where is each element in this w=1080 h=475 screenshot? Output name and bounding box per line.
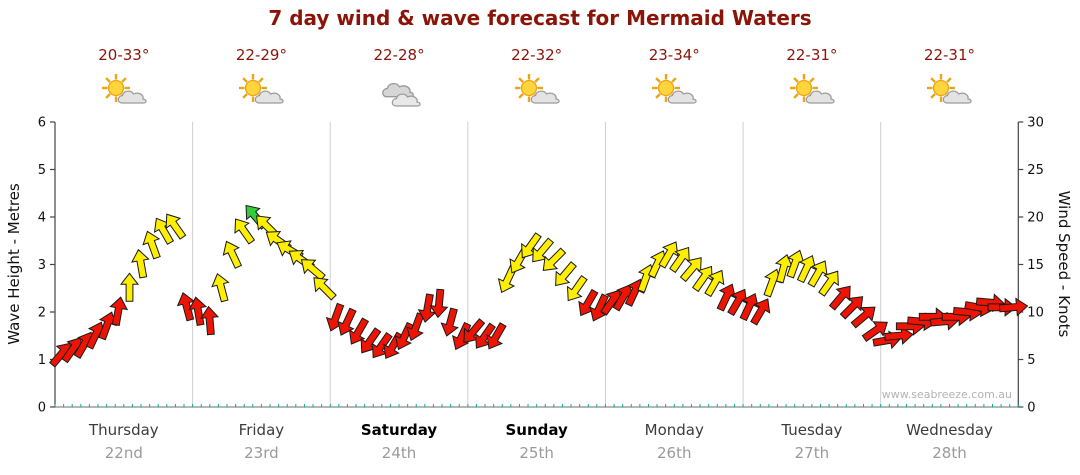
wind-arrow [348,317,370,345]
wind-arrow [360,327,382,354]
sun-cloud-icon [101,74,147,112]
wind-arrow [727,288,748,317]
wind-arrow [807,260,828,288]
chart-title: 7 day wind & wave forecast for Mermaid W… [268,6,812,30]
day-temp: 22-32° [511,46,563,64]
left-tick-label: 4 [38,211,46,226]
day-name: Monday [644,421,704,439]
day-name: Friday [238,421,285,439]
wind-arrow [211,273,230,303]
wind-arrow [739,292,759,322]
wind-arrow [998,297,1029,317]
wind-arrow [337,307,357,336]
day-temp: 22-29° [235,46,287,64]
wind-arrow [532,237,555,263]
right-tick-label: 0 [1027,401,1035,416]
wind-arrow [521,232,542,259]
right-tick-label: 10 [1027,306,1044,321]
day-date: 24th [381,444,417,462]
wind-arrow [440,307,459,337]
sun-cloud-icon [651,74,697,112]
wind-arrow [658,241,679,269]
day-name: Saturday [360,421,438,439]
wind-arrow [542,247,567,271]
wind-arrow [119,272,140,302]
wind-arrow [131,248,150,279]
day-date: 22nd [104,444,143,462]
day-date: 26th [657,444,692,462]
wind-arrow [704,269,725,298]
wind-arrow [463,318,486,344]
right-tick-label: 25 [1027,163,1044,178]
wind-arrow [200,305,219,336]
day-name: Thursday [88,421,159,439]
wind-arrow [429,288,449,319]
left-tick-label: 0 [38,401,46,416]
day-temp: 23-34° [648,46,700,64]
cloud-icon [376,74,422,112]
right-axis-label: Wind Speed - Knots [1055,190,1073,338]
day-temp: 20-33° [98,46,150,64]
wind-arrow [691,265,713,293]
wind-arrow [234,218,256,245]
wind-arrow [165,213,187,240]
wind-arrow [818,270,839,297]
wind-arrow [153,217,175,245]
left-tick-label: 1 [38,353,46,368]
wind-arrow [555,261,577,287]
wind-arrow [406,312,425,342]
wind-arrow [861,321,888,342]
wind-arrow [850,306,876,329]
sun-cloud-icon [514,74,560,112]
wind-arrow [679,257,702,283]
right-tick-label: 30 [1027,116,1044,131]
day-name: Wednesday [906,421,993,439]
wind-arrow [313,277,337,301]
left-axis-label: Wave Height - Metres [5,183,23,345]
wind-arrow [774,254,794,284]
day-name: Sunday [505,421,568,439]
day-date: 25th [519,444,554,462]
day-date: 27th [794,444,830,462]
wind-arrow [142,230,161,260]
wind-arrow [828,285,851,311]
right-tick-label: 15 [1027,258,1044,273]
wind-arrow [839,296,864,320]
wind-arrow [786,249,805,279]
wind-arrow [566,275,588,302]
wind-arrow [371,332,393,359]
sun-cloud-icon [926,74,973,112]
wind-arrow [417,293,437,323]
wind-arrow [109,296,129,326]
wind-arrow [589,293,609,322]
left-tick-label: 2 [38,306,46,321]
wind-arrow [669,246,690,274]
left-tick-label: 3 [38,258,46,273]
day-temp: 22-31° [786,46,838,64]
left-tick-label: 6 [38,116,46,131]
sun-cloud-icon [789,74,835,112]
watermark: www.seabreeze.com.au [881,388,1012,401]
right-tick-label: 20 [1027,211,1044,226]
wind-arrow [475,322,496,349]
wind-arrow [486,322,507,350]
wind-arrow [884,326,914,345]
right-tick-label: 5 [1027,353,1035,368]
left-tick-label: 5 [38,163,46,178]
wind-arrow [716,283,737,312]
sun-cloud-icon [238,74,285,112]
day-temp: 22-31° [923,46,976,64]
wind-arrow [222,240,243,269]
wind-arrow [176,292,196,322]
day-date: 23rd [244,444,279,462]
wind-arrow [750,298,771,326]
day-temp: 22-28° [373,46,425,64]
day-name: Tuesday [781,421,843,439]
wind-arrow [300,259,326,281]
wind-arrow [796,254,817,284]
day-date: 28th [932,444,967,462]
